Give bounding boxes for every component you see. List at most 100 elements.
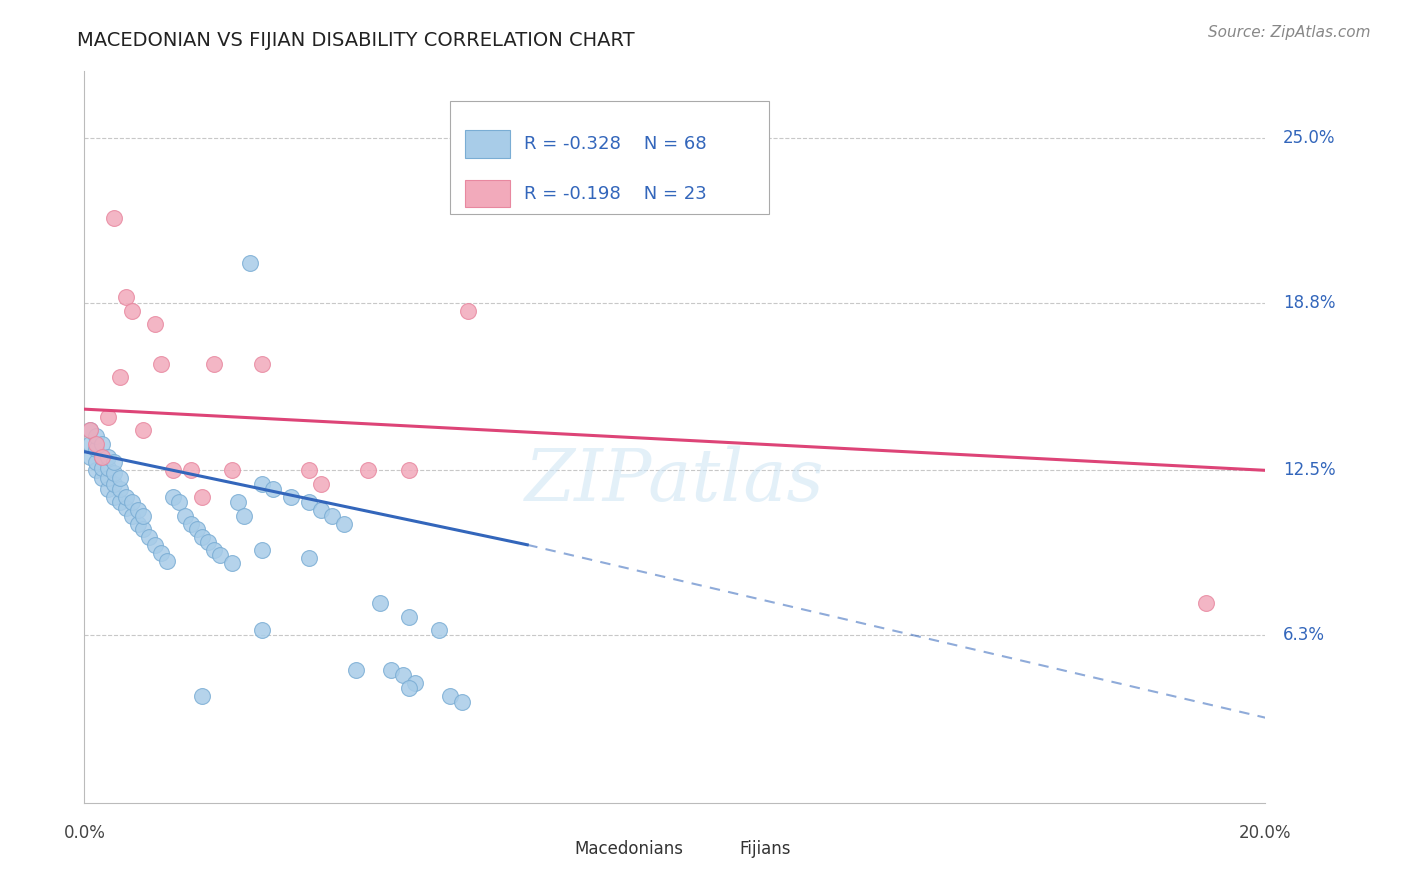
Text: 12.5%: 12.5% [1284, 461, 1336, 479]
Point [114, 290, 136, 304]
Point [150, 546, 173, 560]
Point [202, 543, 225, 558]
Point [97, 471, 120, 485]
Point [84, 455, 107, 469]
Point [398, 609, 420, 624]
Text: Fijians: Fijians [740, 840, 792, 858]
Point [262, 482, 284, 496]
Point [127, 503, 149, 517]
Point [162, 490, 184, 504]
Point [103, 476, 125, 491]
Point [321, 508, 343, 523]
Point [91, 460, 114, 475]
Text: R = -0.198    N = 23: R = -0.198 N = 23 [523, 185, 706, 202]
Point [103, 455, 125, 469]
Point [221, 557, 243, 571]
Point [132, 508, 155, 523]
Point [79, 424, 101, 438]
FancyBboxPatch shape [464, 179, 509, 208]
Point [84, 463, 107, 477]
Point [309, 503, 332, 517]
Point [197, 535, 219, 549]
Point [121, 495, 143, 509]
Point [91, 436, 114, 450]
Point [180, 463, 202, 477]
Point [439, 690, 461, 704]
Point [91, 450, 114, 464]
Point [427, 623, 450, 637]
Point [298, 495, 321, 509]
Point [451, 695, 474, 709]
Point [143, 317, 166, 331]
Point [357, 463, 380, 477]
Text: 18.8%: 18.8% [1284, 293, 1336, 312]
Point [398, 681, 420, 696]
Point [1195, 596, 1218, 610]
Point [191, 490, 214, 504]
Point [108, 482, 131, 496]
Point [127, 516, 149, 531]
Point [143, 538, 166, 552]
Point [103, 466, 125, 480]
Point [132, 424, 155, 438]
Point [368, 596, 391, 610]
Point [380, 663, 402, 677]
Point [280, 490, 302, 504]
Point [309, 476, 332, 491]
Point [84, 436, 107, 450]
Point [138, 530, 160, 544]
Point [97, 410, 120, 425]
Point [202, 357, 225, 371]
Point [180, 516, 202, 531]
Point [221, 463, 243, 477]
Point [114, 490, 136, 504]
Point [84, 429, 107, 443]
Text: 6.3%: 6.3% [1284, 626, 1324, 644]
Point [91, 450, 114, 464]
Text: 0.0%: 0.0% [63, 824, 105, 842]
Text: 25.0%: 25.0% [1284, 128, 1336, 147]
Point [103, 211, 125, 225]
Point [162, 463, 184, 477]
Point [108, 370, 131, 384]
Point [344, 663, 367, 677]
Point [239, 256, 262, 270]
FancyBboxPatch shape [699, 838, 731, 859]
Point [250, 623, 273, 637]
Text: 20.0%: 20.0% [1239, 824, 1292, 842]
Point [250, 543, 273, 558]
Text: MACEDONIAN VS FIJIAN DISABILITY CORRELATION CHART: MACEDONIAN VS FIJIAN DISABILITY CORRELAT… [77, 31, 636, 50]
Point [97, 450, 120, 464]
Point [167, 495, 190, 509]
Point [108, 471, 131, 485]
Point [114, 500, 136, 515]
Point [79, 424, 101, 438]
Point [398, 463, 420, 477]
Point [209, 549, 232, 563]
Point [97, 460, 120, 475]
FancyBboxPatch shape [464, 130, 509, 158]
Point [108, 495, 131, 509]
FancyBboxPatch shape [450, 101, 769, 214]
Point [333, 516, 356, 531]
Point [250, 476, 273, 491]
Point [298, 551, 321, 566]
Point [226, 495, 249, 509]
Point [191, 690, 214, 704]
Text: Source: ZipAtlas.com: Source: ZipAtlas.com [1208, 25, 1371, 40]
Text: ZIPatlas: ZIPatlas [524, 446, 825, 516]
Point [186, 522, 208, 536]
Point [392, 668, 415, 682]
Point [457, 303, 479, 318]
Point [250, 357, 273, 371]
Point [97, 482, 120, 496]
Point [84, 442, 107, 456]
Point [103, 490, 125, 504]
Point [232, 508, 254, 523]
Point [150, 357, 173, 371]
Point [404, 676, 426, 690]
Point [132, 522, 155, 536]
Point [298, 463, 321, 477]
Text: R = -0.328    N = 68: R = -0.328 N = 68 [523, 135, 706, 153]
Point [121, 508, 143, 523]
